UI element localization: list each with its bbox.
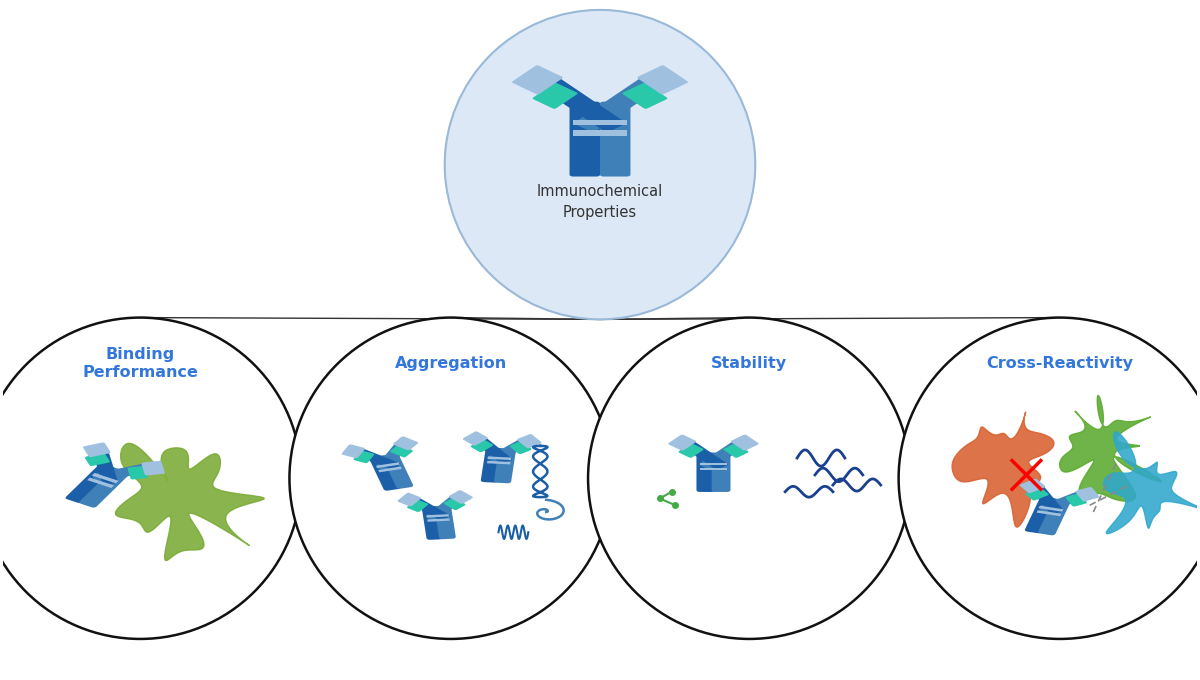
FancyBboxPatch shape bbox=[700, 439, 748, 470]
FancyBboxPatch shape bbox=[352, 447, 401, 470]
FancyBboxPatch shape bbox=[1038, 498, 1070, 535]
FancyBboxPatch shape bbox=[142, 461, 164, 475]
Text: Cross-Reactivity: Cross-Reactivity bbox=[986, 356, 1133, 371]
FancyBboxPatch shape bbox=[570, 101, 600, 177]
FancyBboxPatch shape bbox=[533, 83, 577, 109]
FancyBboxPatch shape bbox=[1037, 510, 1061, 516]
FancyBboxPatch shape bbox=[66, 464, 116, 503]
Text: Stability: Stability bbox=[712, 356, 787, 371]
FancyBboxPatch shape bbox=[700, 468, 727, 471]
FancyBboxPatch shape bbox=[92, 473, 119, 483]
FancyBboxPatch shape bbox=[512, 65, 563, 95]
FancyBboxPatch shape bbox=[92, 463, 154, 482]
FancyBboxPatch shape bbox=[426, 494, 463, 521]
FancyBboxPatch shape bbox=[1025, 496, 1057, 533]
FancyBboxPatch shape bbox=[407, 496, 450, 521]
Ellipse shape bbox=[445, 10, 755, 320]
FancyBboxPatch shape bbox=[378, 466, 402, 473]
FancyBboxPatch shape bbox=[422, 506, 443, 540]
FancyBboxPatch shape bbox=[85, 453, 110, 466]
FancyBboxPatch shape bbox=[83, 443, 110, 457]
FancyBboxPatch shape bbox=[1020, 479, 1045, 493]
FancyBboxPatch shape bbox=[434, 505, 456, 539]
FancyBboxPatch shape bbox=[376, 442, 409, 471]
FancyBboxPatch shape bbox=[470, 439, 493, 452]
FancyBboxPatch shape bbox=[397, 493, 421, 507]
FancyBboxPatch shape bbox=[623, 83, 667, 109]
FancyBboxPatch shape bbox=[680, 439, 727, 470]
Text: Aggregation: Aggregation bbox=[395, 356, 506, 371]
FancyBboxPatch shape bbox=[481, 447, 503, 483]
Text: Binding
Performance: Binding Performance bbox=[83, 347, 198, 380]
FancyBboxPatch shape bbox=[712, 452, 731, 492]
FancyBboxPatch shape bbox=[731, 435, 758, 451]
Text: Immunochemical
Properties: Immunochemical Properties bbox=[536, 184, 664, 220]
FancyBboxPatch shape bbox=[427, 518, 450, 522]
FancyBboxPatch shape bbox=[724, 443, 749, 458]
FancyBboxPatch shape bbox=[487, 461, 510, 464]
FancyBboxPatch shape bbox=[696, 452, 715, 492]
FancyBboxPatch shape bbox=[382, 454, 413, 489]
FancyBboxPatch shape bbox=[637, 65, 688, 95]
FancyBboxPatch shape bbox=[668, 435, 696, 451]
FancyBboxPatch shape bbox=[600, 101, 630, 177]
FancyBboxPatch shape bbox=[510, 441, 532, 454]
Polygon shape bbox=[115, 443, 264, 560]
FancyBboxPatch shape bbox=[370, 456, 401, 491]
FancyBboxPatch shape bbox=[1030, 484, 1063, 514]
FancyBboxPatch shape bbox=[394, 437, 419, 450]
FancyBboxPatch shape bbox=[1025, 488, 1049, 500]
FancyBboxPatch shape bbox=[376, 462, 400, 468]
FancyBboxPatch shape bbox=[1066, 494, 1087, 507]
FancyBboxPatch shape bbox=[407, 500, 428, 512]
FancyBboxPatch shape bbox=[700, 462, 727, 465]
FancyBboxPatch shape bbox=[390, 445, 413, 458]
Polygon shape bbox=[952, 412, 1054, 527]
FancyBboxPatch shape bbox=[88, 477, 114, 488]
Ellipse shape bbox=[289, 318, 612, 639]
FancyBboxPatch shape bbox=[678, 443, 703, 458]
FancyBboxPatch shape bbox=[1038, 490, 1088, 513]
FancyBboxPatch shape bbox=[127, 466, 148, 479]
Ellipse shape bbox=[588, 318, 911, 639]
Ellipse shape bbox=[899, 318, 1200, 639]
FancyBboxPatch shape bbox=[354, 451, 374, 463]
FancyBboxPatch shape bbox=[1075, 487, 1099, 501]
FancyBboxPatch shape bbox=[487, 438, 532, 463]
FancyBboxPatch shape bbox=[574, 130, 626, 135]
Ellipse shape bbox=[0, 318, 301, 639]
FancyBboxPatch shape bbox=[473, 436, 512, 464]
FancyBboxPatch shape bbox=[517, 434, 541, 448]
FancyBboxPatch shape bbox=[494, 448, 516, 483]
FancyBboxPatch shape bbox=[535, 75, 626, 133]
Polygon shape bbox=[1104, 432, 1200, 534]
FancyBboxPatch shape bbox=[449, 490, 473, 504]
FancyBboxPatch shape bbox=[574, 75, 665, 133]
FancyBboxPatch shape bbox=[1039, 506, 1063, 512]
FancyBboxPatch shape bbox=[444, 498, 466, 510]
FancyBboxPatch shape bbox=[574, 120, 626, 125]
FancyBboxPatch shape bbox=[426, 514, 449, 517]
Polygon shape bbox=[1060, 396, 1162, 501]
FancyBboxPatch shape bbox=[463, 431, 488, 445]
FancyBboxPatch shape bbox=[92, 449, 118, 484]
FancyBboxPatch shape bbox=[79, 468, 130, 508]
FancyBboxPatch shape bbox=[342, 445, 365, 458]
FancyBboxPatch shape bbox=[487, 456, 511, 460]
